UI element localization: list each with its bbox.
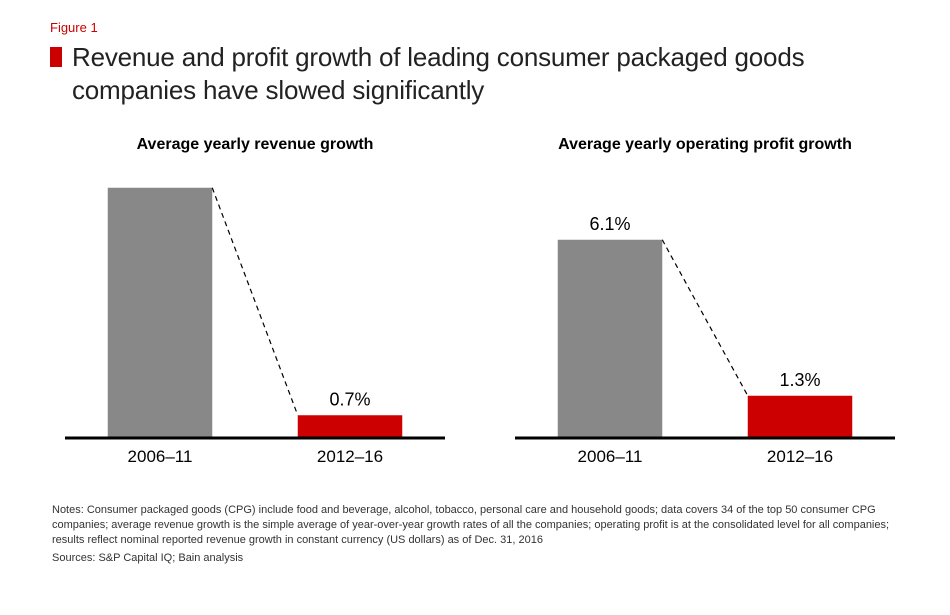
trend-connector: [212, 188, 298, 416]
accent-marker: [50, 47, 62, 67]
bar: [748, 396, 853, 438]
title-row: Revenue and profit growth of leading con…: [50, 41, 900, 106]
bar: [298, 415, 403, 438]
charts-row: Average yearly revenue growth 7.7% 2006–1…: [60, 136, 900, 483]
chart-title: Average yearly revenue growth: [60, 136, 450, 154]
bar-chart-svg: 7.7% 2006–11 0.7% 2012–16: [60, 178, 450, 478]
bar-value-label: 7.7%: [139, 178, 180, 182]
bar: [558, 240, 663, 438]
figure-title: Revenue and profit growth of leading con…: [72, 41, 900, 106]
chart-title: Average yearly operating profit growth: [510, 136, 900, 154]
bar-value-label: 1.3%: [779, 370, 820, 390]
category-label: 2006–11: [578, 447, 643, 466]
bar-chart-svg: 6.1% 2006–11 1.3% 2012–16: [510, 178, 900, 478]
category-label: 2012–16: [767, 447, 833, 466]
bar: [108, 188, 213, 438]
chart-svg-wrap: 6.1% 2006–11 1.3% 2012–16: [510, 178, 900, 483]
trend-connector: [662, 240, 748, 396]
chart-panel-revenue: Average yearly revenue growth 7.7% 2006–1…: [60, 136, 450, 483]
bar-value-label: 0.7%: [329, 389, 370, 409]
category-label: 2012–16: [317, 447, 383, 466]
notes-text: Notes: Consumer packaged goods (CPG) inc…: [52, 503, 900, 548]
category-label: 2006–11: [128, 447, 193, 466]
chart-svg-wrap: 7.7% 2006–11 0.7% 2012–16: [60, 178, 450, 483]
bar-value-label: 6.1%: [589, 214, 630, 234]
chart-panel-profit: Average yearly operating profit growth 6…: [510, 136, 900, 483]
sources-text: Sources: S&P Capital IQ; Bain analysis: [52, 552, 900, 564]
figure-label: Figure 1: [50, 20, 900, 35]
